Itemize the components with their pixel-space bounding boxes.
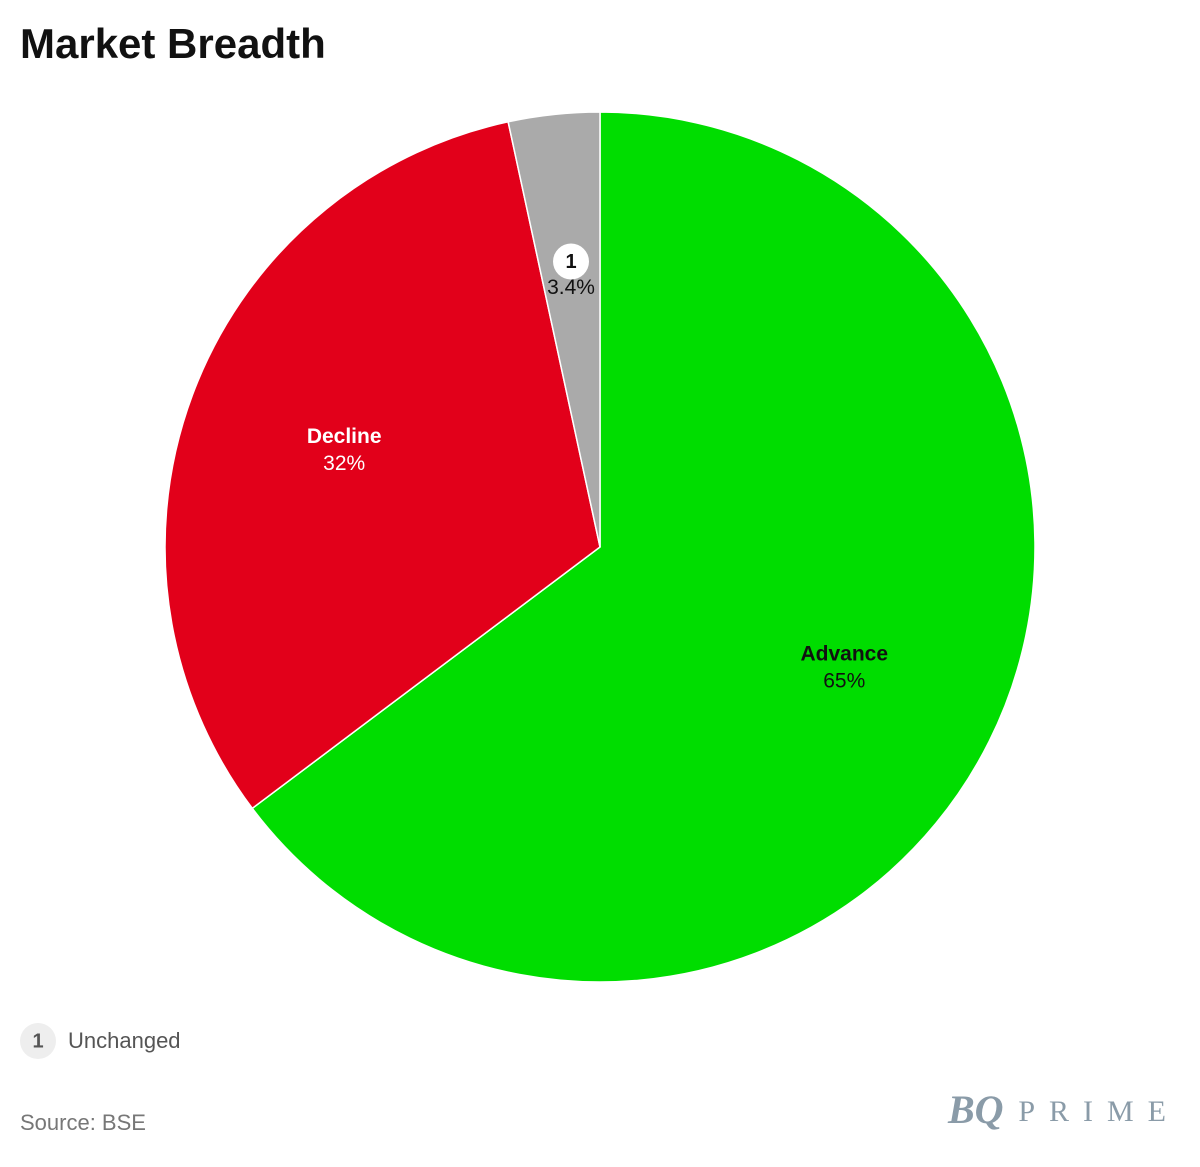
pie-slice [507,111,601,548]
legend-label: Unchanged [68,1028,181,1053]
source: Source: BSE [20,1110,146,1135]
pie-slice [251,111,1036,983]
value-label: 65% [823,670,865,693]
chart-title: Market Breadth [20,20,326,67]
value-label: 32% [323,452,365,475]
value-label: 3.4% [547,276,595,299]
slice-marker: 1 [565,251,576,273]
legend-marker: 1 [32,1030,43,1052]
brand-mark: BQ [947,1087,1004,1132]
pie-slice [164,120,601,810]
marker-badge [553,243,590,280]
slice-label: Advance [800,643,888,666]
slice-label: Decline [307,425,382,448]
legend-badge [20,1023,56,1059]
brand-name: PRIME [1018,1095,1180,1128]
